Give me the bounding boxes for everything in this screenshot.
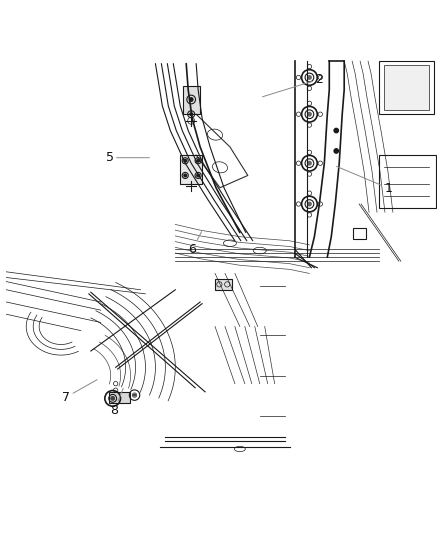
- Circle shape: [184, 174, 187, 177]
- Bar: [109, 392, 131, 403]
- Text: 5: 5: [106, 151, 149, 164]
- Text: 1: 1: [336, 166, 392, 195]
- Circle shape: [307, 203, 311, 206]
- Circle shape: [111, 397, 114, 400]
- Text: 7: 7: [62, 379, 97, 403]
- Circle shape: [334, 149, 339, 153]
- Bar: [379, 61, 434, 114]
- Text: 2: 2: [262, 73, 323, 97]
- Circle shape: [307, 112, 311, 116]
- Circle shape: [190, 98, 193, 101]
- Circle shape: [307, 161, 311, 165]
- Text: 8: 8: [110, 389, 123, 417]
- Circle shape: [134, 394, 135, 396]
- Bar: [183, 86, 200, 114]
- Circle shape: [197, 159, 199, 162]
- Bar: [353, 228, 366, 239]
- Circle shape: [184, 159, 187, 162]
- Bar: [379, 155, 436, 208]
- Bar: [180, 155, 202, 184]
- Circle shape: [334, 128, 339, 133]
- Circle shape: [307, 76, 311, 79]
- Bar: [215, 279, 233, 290]
- Circle shape: [197, 174, 199, 177]
- Text: 6: 6: [188, 232, 201, 256]
- Bar: [384, 65, 429, 110]
- Circle shape: [190, 113, 192, 116]
